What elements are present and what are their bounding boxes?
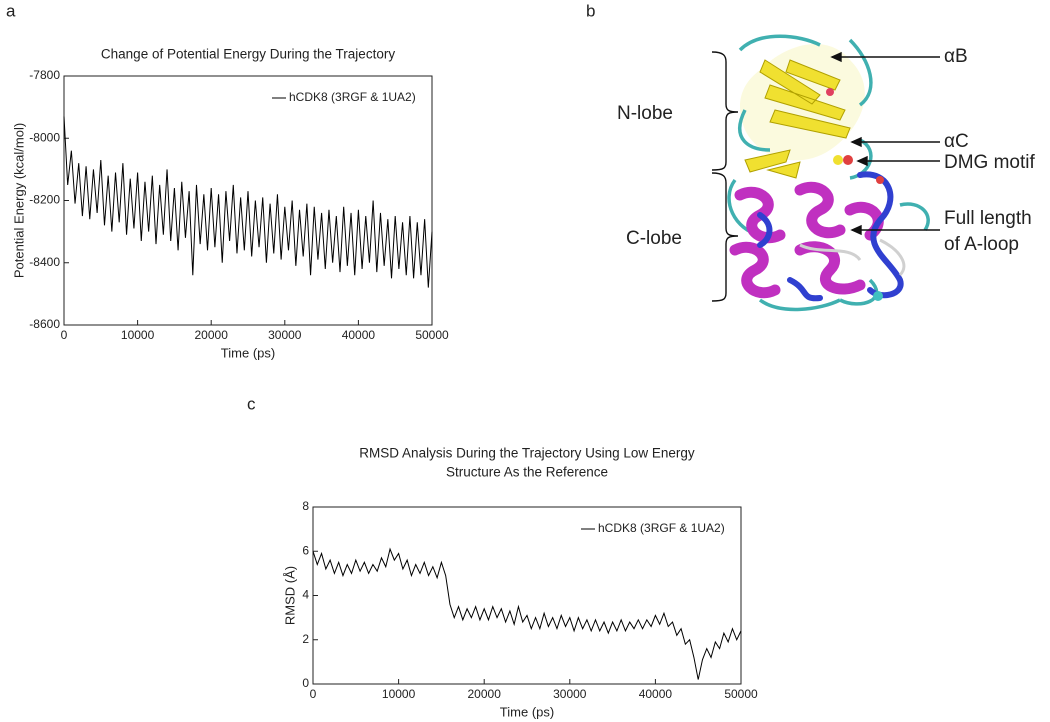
x-tick-label: 50000 [415, 328, 449, 342]
structure-label: Full length [944, 208, 1032, 229]
chart-title: Change of Potential Energy During the Tr… [101, 47, 395, 62]
y-tick-label: 2 [302, 632, 309, 646]
structure-label: αB [944, 46, 968, 67]
structure-label: DMG motif [944, 152, 1036, 173]
panel-label: a [6, 1, 16, 20]
y-tick-label: 8 [302, 499, 309, 513]
y-tick-label: 4 [302, 588, 309, 602]
y-tick-label: 6 [302, 543, 309, 557]
x-tick-label: 0 [61, 328, 68, 342]
y-tick-label: -8000 [29, 130, 60, 144]
structure-label: C-lobe [626, 228, 682, 249]
x-tick-label: 30000 [268, 328, 302, 342]
x-tick-label: 0 [310, 687, 317, 701]
structure-label: αC [944, 131, 969, 152]
x-tick-label: 10000 [382, 687, 416, 701]
x-axis-label: Time (ps) [221, 345, 275, 360]
y-axis-label: Potential Energy (kcal/mol) [11, 123, 26, 278]
x-tick-label: 30000 [553, 687, 587, 701]
x-tick-label: 20000 [468, 687, 502, 701]
legend-label: hCDK8 (3RGF & 1UA2) [598, 521, 725, 535]
data-line [312, 547, 742, 680]
plot-frame [63, 75, 433, 326]
x-tick-label: 40000 [342, 328, 376, 342]
x-axis-label: Time (ps) [500, 704, 554, 719]
x-tick-label: 50000 [724, 687, 758, 701]
y-axis-label: RMSD (Å) [282, 566, 297, 625]
y-tick-label: -7800 [29, 68, 60, 82]
y-tick-label: -8200 [29, 193, 60, 207]
x-tick-label: 20000 [195, 328, 229, 342]
panel-label: b [586, 1, 595, 20]
y-tick-label: -8600 [29, 317, 60, 331]
x-tick-label: 40000 [639, 687, 673, 701]
data-line [63, 116, 433, 288]
x-tick-label: 10000 [121, 328, 155, 342]
chart-title: Structure As the Reference [446, 465, 608, 480]
annotation [711, 51, 940, 302]
structure-label: N-lobe [617, 103, 673, 124]
structure-label: of A-loop [944, 234, 1019, 255]
protein-structure [727, 34, 930, 312]
chart-title: RMSD Analysis During the Trajectory Usin… [359, 446, 695, 461]
y-tick-label: 0 [302, 676, 309, 690]
y-tick-label: -8400 [29, 255, 60, 269]
panel-label: c [247, 394, 256, 413]
legend-label: hCDK8 (3RGF & 1UA2) [289, 90, 416, 104]
